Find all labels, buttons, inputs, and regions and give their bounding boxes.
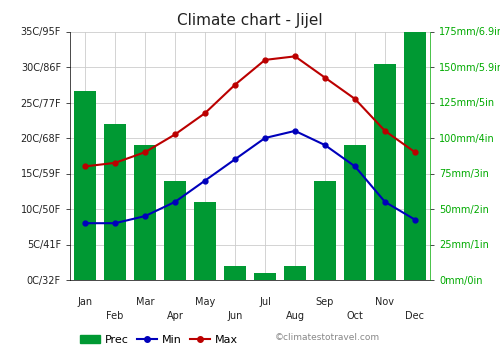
Text: Mar: Mar bbox=[136, 297, 154, 307]
Bar bbox=[194, 202, 216, 280]
Legend: Prec, Min, Max: Prec, Min, Max bbox=[76, 330, 242, 349]
Bar bbox=[224, 266, 246, 280]
Text: Jan: Jan bbox=[78, 297, 92, 307]
Text: Jul: Jul bbox=[259, 297, 271, 307]
Text: ©climatestotravel.com: ©climatestotravel.com bbox=[275, 332, 380, 342]
Bar bbox=[164, 181, 186, 280]
Text: Oct: Oct bbox=[346, 310, 364, 321]
Text: Dec: Dec bbox=[406, 310, 424, 321]
Bar bbox=[254, 273, 276, 280]
Text: Apr: Apr bbox=[166, 310, 184, 321]
Bar bbox=[314, 181, 336, 280]
Bar bbox=[374, 64, 396, 280]
Bar bbox=[104, 124, 126, 280]
Bar bbox=[74, 91, 96, 280]
Text: Feb: Feb bbox=[106, 310, 124, 321]
Bar bbox=[404, 32, 426, 280]
Bar bbox=[284, 266, 306, 280]
Text: Aug: Aug bbox=[286, 310, 304, 321]
Text: Jun: Jun bbox=[228, 310, 242, 321]
Title: Climate chart - Jijel: Climate chart - Jijel bbox=[177, 13, 323, 28]
Text: Sep: Sep bbox=[316, 297, 334, 307]
Text: May: May bbox=[195, 297, 215, 307]
Bar bbox=[134, 145, 156, 280]
Text: Nov: Nov bbox=[376, 297, 394, 307]
Bar bbox=[344, 145, 366, 280]
